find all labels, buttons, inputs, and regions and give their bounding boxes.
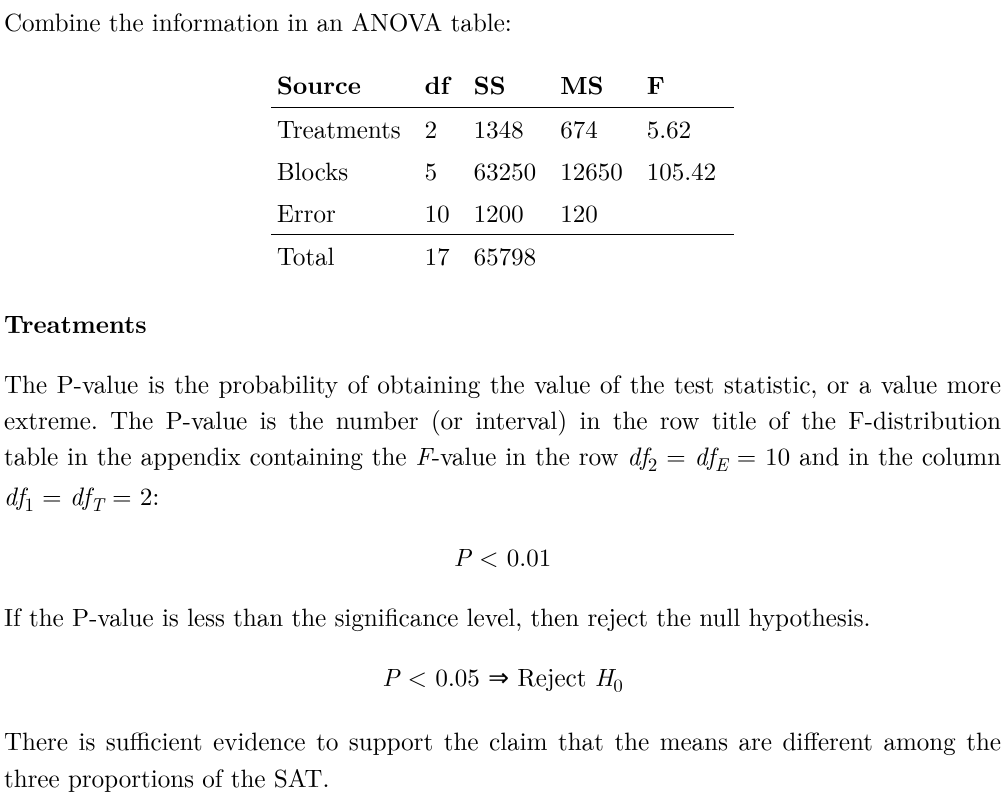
math-implies: ⇒ [480, 659, 518, 694]
sub-T: T [90, 491, 103, 517]
cell: Blocks [271, 150, 419, 192]
paragraph-pvalue-def: The P-value is the probability of obtain… [4, 366, 1001, 519]
math-lt: < [471, 539, 507, 574]
math-dfT: df [70, 478, 90, 513]
cell: 5 [419, 150, 468, 192]
col-df: df [419, 64, 468, 107]
cell: 10 [419, 192, 468, 235]
cell: 12650 [554, 150, 641, 192]
equation-p-lt-001: P < 0.01 [4, 539, 1001, 575]
table-total-row: Total 17 65798 [271, 235, 734, 278]
cell: 1200 [468, 192, 555, 235]
text: = [34, 478, 70, 513]
equation-reject-h0: P < 0.05 ⇒ Reject H0 [4, 659, 1001, 699]
math-F: F [415, 438, 431, 473]
math-val: 0.01 [507, 539, 551, 574]
intro-text: Combine the information in an ANOVA tabl… [4, 4, 1001, 40]
paragraph-reject-rule: If the P-value is less than the signific… [4, 599, 1001, 635]
sub-E: E [715, 451, 728, 477]
cell: 17 [419, 235, 468, 278]
text: = 10 and in the column [728, 438, 1001, 473]
table-header-row: Source df SS MS F [271, 64, 734, 107]
cell: 65798 [468, 235, 555, 278]
math-val: 0.05 [435, 659, 479, 694]
cell [641, 192, 734, 235]
math-H: H [595, 659, 614, 694]
col-ss: SS [468, 64, 555, 107]
table-row: Blocks 5 63250 12650 105.42 [271, 150, 734, 192]
text: = 2: [104, 478, 160, 513]
col-ms: MS [554, 64, 641, 107]
cell: Error [271, 192, 419, 235]
section-title: Treatments [4, 306, 1001, 342]
math-dfE: df [695, 438, 715, 473]
cell: 5.62 [641, 107, 734, 150]
cell: Treatments [271, 107, 419, 150]
math-df1: df [4, 478, 24, 513]
math-P: P [382, 659, 399, 694]
col-f: F [641, 64, 734, 107]
table-row: Error 10 1200 120 [271, 192, 734, 235]
cell: 674 [554, 107, 641, 150]
col-source: Source [271, 64, 419, 107]
cell: 63250 [468, 150, 555, 192]
table-row: Treatments 2 1348 674 5.62 [271, 107, 734, 150]
math-df2: df [627, 438, 647, 473]
math-lt: < [399, 659, 435, 694]
cell: 120 [554, 192, 641, 235]
text: = [657, 438, 694, 473]
text: -value in the row [432, 438, 628, 473]
cell [641, 235, 734, 278]
cell: 105.42 [641, 150, 734, 192]
cell: 2 [419, 107, 468, 150]
cell [554, 235, 641, 278]
sub-2: 2 [648, 451, 657, 477]
text-reject: Reject [517, 659, 594, 694]
math-P: P [454, 539, 471, 574]
sub-1: 1 [24, 491, 33, 517]
sub-0: 0 [613, 672, 622, 698]
cell: 1348 [468, 107, 555, 150]
anova-table: Source df SS MS F Treatments 2 1348 674 … [271, 64, 734, 277]
paragraph-conclusion: There is sufficient evidence to support … [4, 723, 1001, 796]
cell: Total [271, 235, 419, 278]
